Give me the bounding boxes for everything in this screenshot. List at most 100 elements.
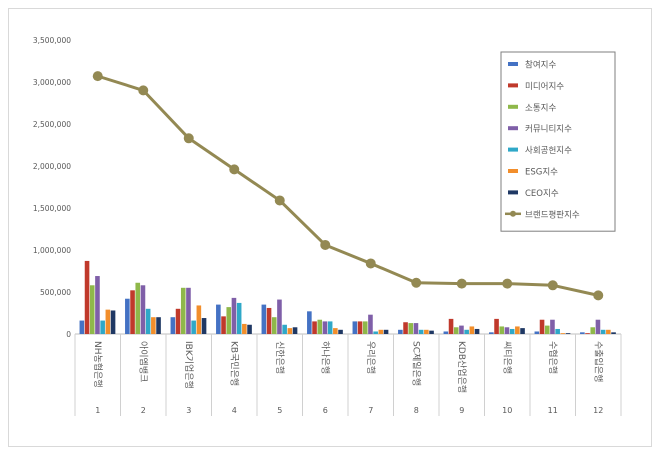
rank-label: 6 (323, 406, 328, 415)
y-tick-label: 0 (66, 330, 71, 339)
line-point-브랜드평판지수 (411, 277, 422, 288)
bar-미디어지수 (403, 322, 408, 334)
legend-swatch (508, 169, 518, 173)
bar-소통지수 (89, 285, 95, 334)
bar-사회공헌지수 (191, 320, 196, 334)
rank-label: 12 (593, 406, 603, 415)
bar-ESG지수 (105, 309, 111, 334)
line-point-브랜드평판지수 (320, 239, 331, 250)
bar-사회공헌지수 (145, 308, 151, 334)
category-label: 수출입은행 (592, 341, 604, 382)
bar-미디어지수 (494, 318, 499, 334)
line-브랜드평판지수 (97, 74, 599, 297)
brand-reputation-chart: 0 500,000 1,000,000 1,500,000 2,000,000 2,500… (33, 36, 622, 416)
bar-커뮤니티지수 (277, 299, 282, 334)
bar-커뮤니티지수 (95, 276, 100, 334)
category-label: 아이엠뱅크 (137, 341, 149, 382)
bar-커뮤니티지수 (595, 319, 601, 334)
bar-소통지수 (362, 321, 368, 334)
bar-미디어지수 (539, 319, 545, 334)
bar-커뮤니티지수 (413, 323, 419, 334)
bar-미디어지수 (221, 316, 226, 334)
y-tick-label: 1,000,000 (33, 246, 71, 255)
bar-CEO지수 (247, 324, 252, 334)
category-label: SC제일은행 (410, 341, 422, 386)
rank-label: 3 (186, 406, 191, 415)
bar-CEO지수 (520, 328, 525, 334)
category-label: 하나은행 (319, 341, 331, 374)
bar-참여지수 (398, 329, 403, 334)
legend-swatch (508, 83, 518, 88)
bar-소통지수 (271, 317, 277, 334)
category-label: 수협은행 (547, 341, 559, 374)
rank-label: 7 (368, 406, 373, 415)
bar-커뮤니티지수 (368, 314, 373, 334)
line-point-브랜드평판지수 (92, 71, 103, 82)
line-point-브랜드평판지수 (593, 290, 604, 301)
bar-미디어지수 (130, 290, 135, 334)
line-point-브랜드평판지수 (274, 195, 285, 206)
y-tick-label: 500,000 (40, 288, 71, 297)
bar-커뮤니티지수 (231, 297, 237, 334)
bar-사회공헌지수 (236, 302, 242, 334)
legend-label: 사회공헌지수 (525, 146, 572, 156)
rank-label: 2 (141, 406, 146, 415)
category-label: 우리은행 (365, 341, 377, 374)
bar-소통지수 (544, 325, 550, 334)
category-label: KDB산업은행 (456, 341, 468, 393)
bar-CEO지수 (110, 310, 116, 334)
legend-label: 참여지수 (525, 60, 556, 71)
line-point-브랜드평판지수 (183, 133, 194, 144)
bar-커뮤니티지수 (140, 285, 146, 334)
bar-CEO지수 (474, 328, 480, 334)
bar-사회공헌지수 (327, 321, 333, 334)
bar-CEO지수 (292, 327, 298, 334)
bar-ESG지수 (424, 329, 429, 334)
bar-소통지수 (408, 323, 414, 334)
bar-소통지수 (135, 282, 141, 334)
legend-label: 소통지수 (525, 103, 556, 113)
bar-ESG지수 (560, 333, 566, 334)
legend-label: 미디어지수 (525, 81, 564, 92)
bar-미디어지수 (175, 308, 181, 334)
bar-CEO지수 (565, 333, 571, 334)
legend-swatch (508, 104, 518, 109)
legend-label: CEO지수 (525, 189, 559, 199)
bar-사회공헌지수 (464, 329, 469, 334)
line-point-브랜드평판지수 (229, 164, 240, 175)
bar-CEO지수 (429, 330, 434, 334)
bar-CEO지수 (611, 332, 616, 334)
bar-참여지수 (170, 317, 176, 334)
bar-참여지수 (352, 321, 358, 334)
legend-swatch (508, 126, 518, 131)
y-tick-label: 1,500,000 (33, 204, 71, 213)
legend-label: 커뮤니티지수 (525, 124, 572, 135)
legend-swatch (508, 62, 518, 66)
bar-ESG지수 (196, 305, 202, 334)
legend-swatch (508, 147, 518, 152)
bar-미디어지수 (357, 321, 363, 334)
bar-커뮤니티지수 (186, 287, 191, 334)
rank-label: 9 (459, 406, 464, 415)
rank-label: 8 (414, 406, 419, 415)
y-tick-label: 2,500,000 (33, 120, 71, 129)
legend-swatch (508, 190, 518, 195)
category-label: KB국민은행 (228, 341, 240, 386)
bar-사회공헌지수 (282, 324, 287, 334)
bar-커뮤니티지수 (550, 319, 555, 334)
line-point-브랜드평판지수 (547, 280, 558, 291)
bar-미디어지수 (585, 333, 590, 334)
bar-소통지수 (499, 326, 505, 334)
rank-label: 4 (232, 406, 237, 415)
chart-frame: 0 500,000 1,000,000 1,500,000 2,000,000 2,500… (8, 8, 652, 447)
bar-ESG지수 (333, 328, 338, 334)
bar-사회공헌지수 (100, 320, 105, 334)
bar-소통지수 (180, 287, 186, 334)
line-point-브랜드평판지수 (456, 278, 467, 289)
bar-CEO지수 (383, 329, 389, 334)
bar-참여지수 (79, 320, 85, 334)
line-point-브랜드평판지수 (365, 258, 376, 269)
bar-커뮤니티지수 (322, 321, 328, 334)
bar-사회공헌지수 (555, 328, 560, 334)
category-label: 씨티은행 (501, 341, 513, 374)
